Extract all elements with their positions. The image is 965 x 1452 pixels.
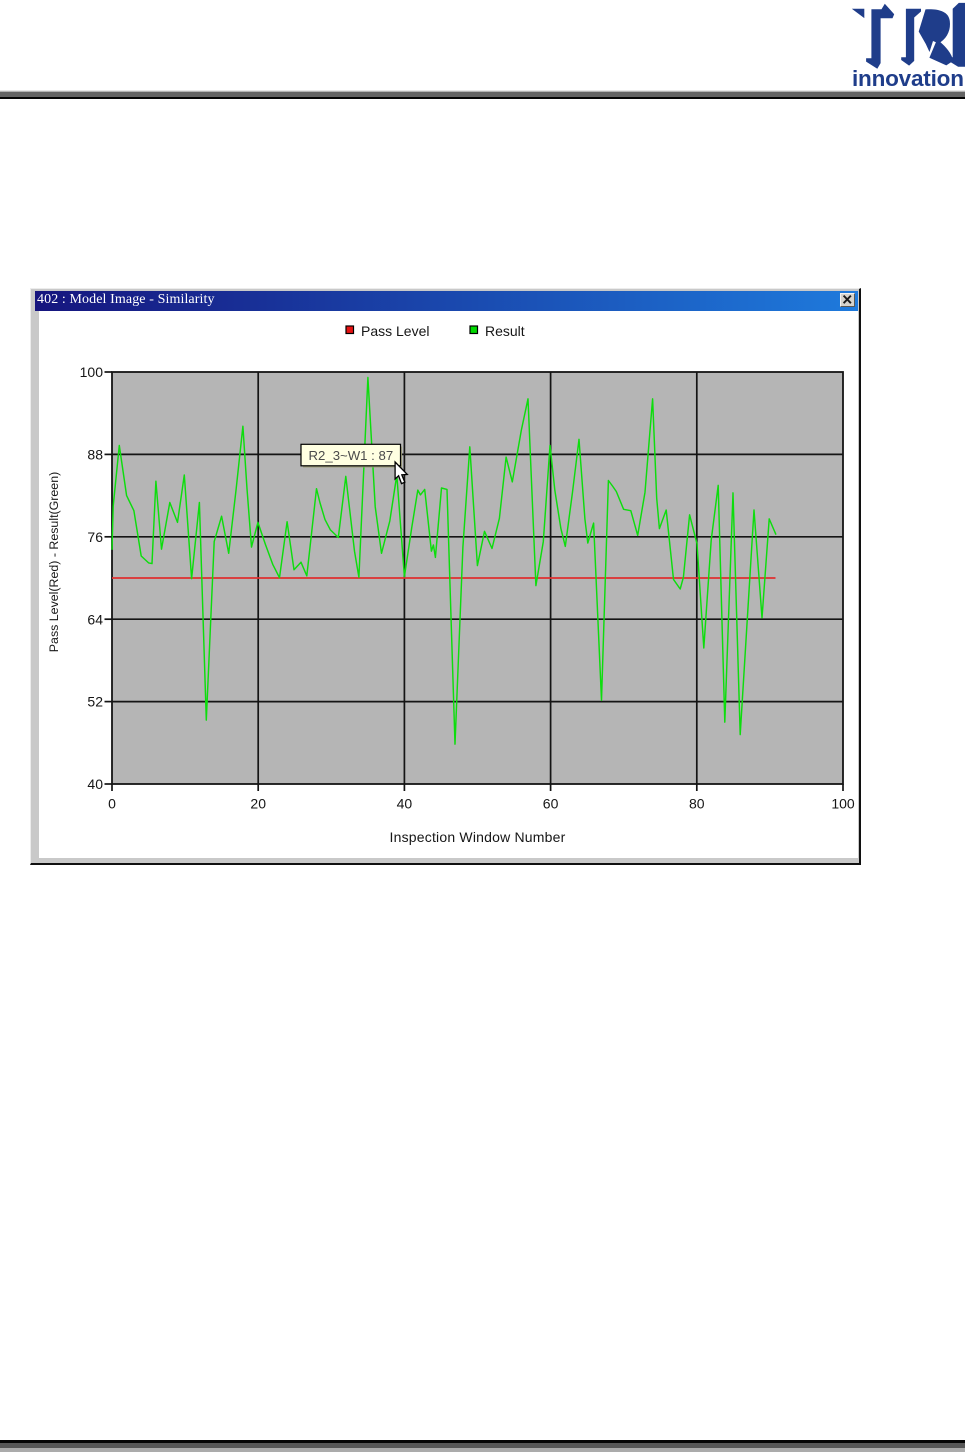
svg-text:64: 64 xyxy=(87,611,103,627)
svg-text:20: 20 xyxy=(250,796,266,812)
svg-text:Pass Level(Red) - Result(Green: Pass Level(Red) - Result(Green) xyxy=(47,472,61,652)
svg-text:0: 0 xyxy=(108,796,116,812)
svg-text:40: 40 xyxy=(87,776,103,792)
svg-text:76: 76 xyxy=(87,529,103,545)
svg-text:innovation: innovation xyxy=(852,66,964,91)
svg-text:R2_3~W1 : 87: R2_3~W1 : 87 xyxy=(309,448,394,463)
svg-text:80: 80 xyxy=(689,796,705,812)
svg-text:Inspection Window Number: Inspection Window Number xyxy=(390,829,566,845)
svg-text:52: 52 xyxy=(87,694,103,710)
svg-text:40: 40 xyxy=(397,796,413,812)
svg-text:Pass Level: Pass Level xyxy=(361,323,429,339)
svg-text:100: 100 xyxy=(831,796,855,812)
svg-text:88: 88 xyxy=(87,447,103,463)
svg-text:60: 60 xyxy=(543,796,559,812)
svg-text:100: 100 xyxy=(80,364,104,380)
svg-text:Result: Result xyxy=(485,323,525,339)
